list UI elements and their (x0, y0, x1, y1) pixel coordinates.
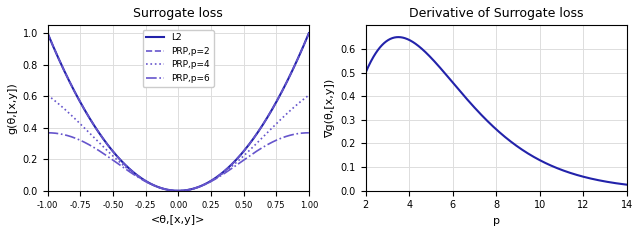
PRP,p=6 (223, 170, 231, 173)
L2 (174, 189, 182, 192)
L2 (305, 32, 313, 34)
PRP,p=4 (149, 184, 157, 187)
Title: Derivative of Surrogate loss: Derivative of Surrogate loss (409, 7, 584, 20)
PRP,p=2 (248, 140, 255, 142)
L2 (248, 140, 255, 142)
PRP,p=6 (248, 153, 255, 156)
Y-axis label: g(θ,[x,y]): g(θ,[x,y]) (7, 82, 17, 134)
L2 (159, 187, 166, 190)
Line: L2: L2 (47, 33, 309, 191)
PRP,p=4 (305, 94, 313, 96)
PRP,p=6 (70, 136, 78, 139)
PRP,p=2 (44, 32, 51, 34)
Title: Surrogate loss: Surrogate loss (133, 7, 223, 20)
PRP,p=2 (70, 89, 78, 92)
PRP,p=6 (159, 187, 166, 190)
PRP,p=6 (252, 150, 260, 153)
L2 (149, 184, 157, 186)
PRP,p=4 (174, 189, 182, 192)
PRP,p=4 (159, 187, 166, 190)
PRP,p=2 (149, 184, 157, 186)
Y-axis label: ∇g(θ,[x,y]): ∇g(θ,[x,y]) (325, 78, 335, 138)
PRP,p=2 (305, 32, 313, 34)
PRP,p=4 (223, 169, 231, 171)
L2 (223, 167, 231, 170)
PRP,p=2 (174, 189, 182, 192)
Line: PRP,p=6: PRP,p=6 (47, 133, 309, 191)
Line: PRP,p=2: PRP,p=2 (47, 33, 309, 191)
Line: PRP,p=4: PRP,p=4 (47, 95, 309, 191)
PRP,p=4 (70, 117, 78, 120)
PRP,p=6 (174, 189, 182, 192)
PRP,p=4 (252, 142, 260, 145)
PRP,p=2 (252, 133, 260, 136)
PRP,p=6 (149, 184, 157, 187)
X-axis label: <θ,[x,y]>: <θ,[x,y]> (151, 215, 205, 225)
L2 (70, 89, 78, 92)
PRP,p=2 (159, 187, 166, 190)
PRP,p=6 (305, 131, 313, 134)
L2 (44, 32, 51, 34)
PRP,p=6 (44, 131, 51, 134)
X-axis label: p: p (493, 216, 500, 226)
L2 (252, 133, 260, 136)
PRP,p=4 (248, 147, 255, 150)
Legend: L2, PRP,p=2, PRP,p=4, PRP,p=6: L2, PRP,p=2, PRP,p=4, PRP,p=6 (143, 30, 214, 86)
PRP,p=4 (44, 94, 51, 96)
PRP,p=2 (223, 167, 231, 170)
